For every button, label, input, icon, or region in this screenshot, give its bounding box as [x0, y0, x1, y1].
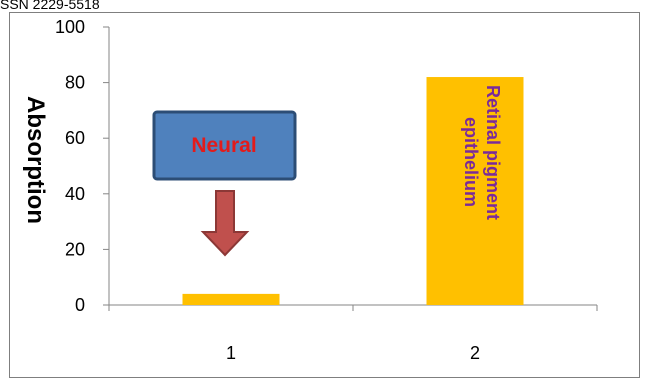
bar [182, 293, 280, 305]
neural-callout: Neural [152, 110, 297, 181]
down-arrow-icon [200, 190, 250, 257]
y-tick-label: 40 [65, 184, 85, 204]
neural-callout-box [152, 110, 297, 181]
y-axis-label: Absorption [22, 96, 49, 224]
y-tick-label: 60 [65, 128, 85, 148]
bars [182, 77, 524, 305]
rpe-label-line1: Retinal pigment [483, 85, 503, 220]
x-tick-label: 2 [470, 343, 480, 363]
neural-callout-label: Neural [191, 134, 256, 157]
y-tick-label: 80 [65, 73, 85, 93]
y-tick-label: 20 [65, 239, 85, 259]
y-tick-label: 100 [55, 17, 85, 37]
y-tick-label: 0 [75, 295, 85, 315]
chart-frame [9, 12, 640, 378]
rpe-bar-label: Retinal pigment epithelium [461, 85, 503, 220]
issn-header: SSN 2229-5518 [0, 0, 100, 12]
rpe-label-line2: epithelium [461, 117, 481, 207]
bar [426, 77, 524, 305]
tick-labels: 0 20 40 60 80 100 1 2 [55, 17, 480, 363]
x-tick-label: 1 [226, 343, 236, 363]
